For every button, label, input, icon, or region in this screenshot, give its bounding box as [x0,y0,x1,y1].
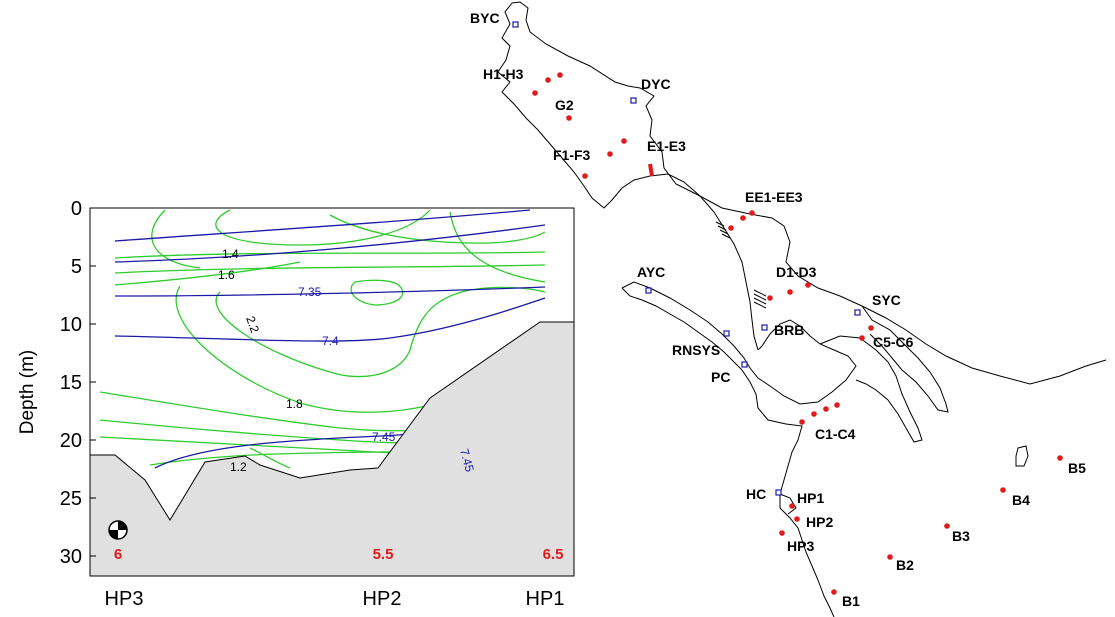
y-tick-label: 20 [60,430,82,452]
y-tick-label: 10 [60,314,82,336]
contour-label: 7.45 [372,430,396,444]
map-label: RNSYS [672,342,720,358]
sampling-sites [532,72,1063,595]
map-label: AYC [637,264,665,280]
map-label: PC [711,369,730,385]
contour-label: 7.45 [457,447,477,473]
contour-label: 1.2 [230,460,247,474]
map-label: HP1 [797,490,824,506]
contour-label: 1.4 [222,247,239,261]
seabed [89,321,575,577]
map-label: BRB [774,322,804,338]
map-label: HC [746,486,766,502]
map-label: B4 [1012,492,1030,508]
contour-label: 2.2 [243,314,262,335]
map-label: B1 [842,593,860,609]
secchi-disk-icon [108,520,128,540]
map-label: F1-F3 [553,147,591,163]
map-label: B5 [1068,460,1086,476]
map-label: C1-C4 [815,426,856,442]
yacht-club-markers [512,21,861,496]
map-label: SYC [872,292,901,308]
contour-label: 7.4 [322,334,339,348]
y-tick-label: 25 [60,488,82,510]
map-label: EE1-EE3 [745,189,803,205]
x-station-label: HP1 [526,588,565,610]
y-axis-label: Depth (m) [17,350,38,434]
y-tick-label: 5 [71,256,82,278]
depth-profile: 1.4 1.6 2.2 1.8 1.2 7.35 7.4 7.45 7.45 0… [17,198,575,610]
map-label: G2 [555,97,574,113]
bridge-marker [648,163,654,177]
contour-label: 1.6 [218,268,235,282]
secchi-depth-hp3: 6 [114,546,122,563]
contour-label: 1.8 [286,397,303,411]
y-tick-label: 0 [71,198,82,220]
x-station-label: HP2 [363,588,402,610]
map-label: H1-H3 [483,66,524,82]
map: BYC H1-H3 DYC G2 E1-E3 F1-F3 EE1-EE3 AYC… [470,1,1107,617]
map-label: BYC [470,10,500,26]
map-label: B3 [952,528,970,544]
secchi-depth-hp2: 5.5 [373,546,394,563]
y-tick-label: 15 [60,372,82,394]
map-label: D1-D3 [776,264,817,280]
y-tick-label: 30 [60,546,82,568]
coastline [497,1,1107,617]
y-axis: 0 5 10 15 20 25 30 Depth (m) [17,198,96,568]
map-label: DYC [641,76,671,92]
map-label: HP3 [787,538,814,554]
map-label: B2 [896,557,914,573]
contour-label: 7.35 [298,285,322,299]
x-station-label: HP3 [105,588,144,610]
temperature-contours [99,209,546,471]
map-label: HP2 [806,514,833,530]
map-label: C5-C6 [873,334,914,350]
map-label: E1-E3 [647,138,686,154]
secchi-depth-hp1: 6.5 [543,546,564,563]
